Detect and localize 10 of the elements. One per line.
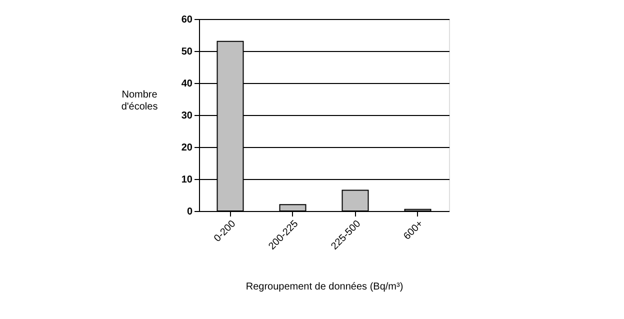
y-tick-label: 60 xyxy=(181,14,193,26)
x-axis-title: Regroupement de données (Bq/m³) xyxy=(246,282,404,293)
x-tick-label: 600+ xyxy=(402,218,426,242)
y-tick-label: 30 xyxy=(181,110,193,122)
y-tick-label: 40 xyxy=(181,78,193,90)
y-tick-label: 50 xyxy=(181,46,193,58)
y-tick-label: 10 xyxy=(181,174,193,186)
y-tick-label: 0 xyxy=(186,206,193,218)
y-axis-title: Nombre d'écoles xyxy=(121,90,158,112)
y-tick-label: 20 xyxy=(181,142,193,154)
